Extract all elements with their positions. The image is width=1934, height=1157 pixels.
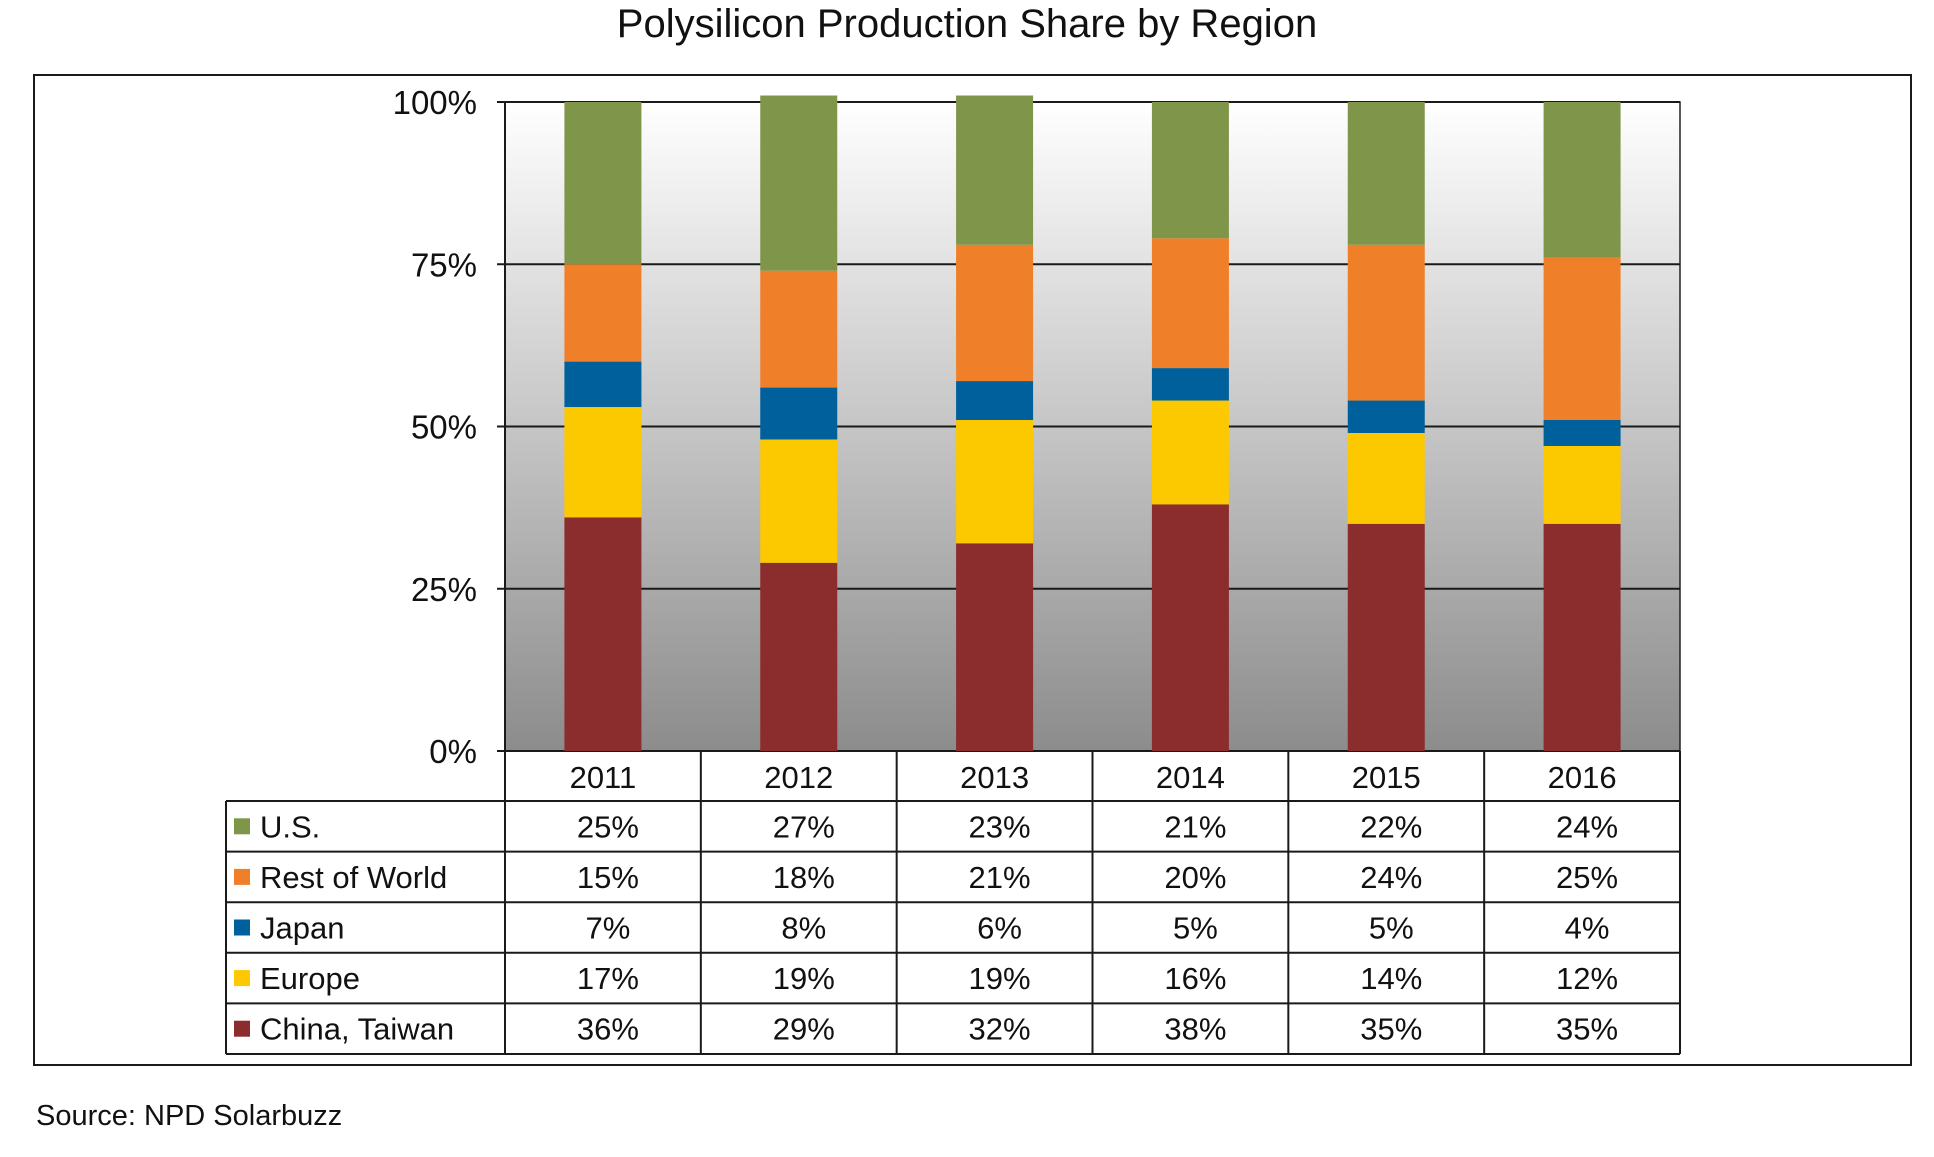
legend-label-china-taiwan: China, Taiwan xyxy=(260,1012,454,1047)
bar-china-taiwan-2016 xyxy=(1543,523,1621,751)
legend-label-japan: Japan xyxy=(260,911,344,946)
bar-u-s-2011 xyxy=(564,102,642,265)
legend-swatch-europe xyxy=(234,970,250,987)
data-label-china-taiwan-2013: 32% xyxy=(969,1012,1031,1047)
bar-rest-of-world-2014 xyxy=(1151,238,1229,369)
legend-label-u-s: U.S. xyxy=(260,809,320,844)
data-label-china-taiwan-2014: 38% xyxy=(1164,1012,1226,1047)
x-tick-label-2015: 2015 xyxy=(1352,760,1421,795)
bar-u-s-2013 xyxy=(956,95,1034,245)
legend-label-europe: Europe xyxy=(260,961,360,996)
data-label-japan-2015: 5% xyxy=(1369,911,1414,946)
data-label-europe-2016: 12% xyxy=(1556,961,1618,996)
data-label-u-s-2013: 23% xyxy=(969,809,1031,844)
data-label-u-s-2015: 22% xyxy=(1360,809,1422,844)
data-label-japan-2012: 8% xyxy=(781,911,826,946)
bar-china-taiwan-2015 xyxy=(1347,523,1425,751)
bar-china-taiwan-2011 xyxy=(564,517,642,751)
y-tick-label: 50% xyxy=(411,409,477,446)
data-label-rest-of-world-2012: 18% xyxy=(773,860,835,895)
data-label-rest-of-world-2014: 20% xyxy=(1164,860,1226,895)
bar-rest-of-world-2015 xyxy=(1347,244,1425,401)
chart-title: Polysilicon Production Share by Region xyxy=(616,2,1318,46)
bar-rest-of-world-2011 xyxy=(564,264,642,362)
data-label-europe-2011: 17% xyxy=(577,961,639,996)
data-label-japan-2011: 7% xyxy=(586,911,631,946)
y-tick-label: 75% xyxy=(411,246,477,283)
data-label-europe-2015: 14% xyxy=(1360,961,1422,996)
bar-europe-2015 xyxy=(1347,432,1425,524)
bar-europe-2011 xyxy=(564,407,642,518)
bar-china-taiwan-2014 xyxy=(1151,504,1229,751)
data-label-europe-2013: 19% xyxy=(969,961,1031,996)
bar-china-taiwan-2012 xyxy=(760,562,838,751)
bar-china-taiwan-2013 xyxy=(956,543,1034,751)
data-label-u-s-2016: 24% xyxy=(1556,809,1618,844)
data-label-japan-2013: 6% xyxy=(977,911,1022,946)
bar-japan-2012 xyxy=(760,387,838,440)
x-tick-label-2011: 2011 xyxy=(570,760,637,795)
bar-rest-of-world-2012 xyxy=(760,270,838,388)
bar-japan-2015 xyxy=(1347,400,1425,433)
chart-frame xyxy=(33,74,1912,1066)
data-label-rest-of-world-2011: 15% xyxy=(577,860,639,895)
data-label-europe-2014: 16% xyxy=(1164,961,1226,996)
bar-rest-of-world-2016 xyxy=(1543,257,1621,421)
bar-europe-2012 xyxy=(760,439,838,563)
x-tick-label-2016: 2016 xyxy=(1548,760,1617,795)
x-tick-label-2012: 2012 xyxy=(764,760,833,795)
data-label-rest-of-world-2016: 25% xyxy=(1556,860,1618,895)
y-tick-label: 0% xyxy=(429,733,477,770)
y-tick-label: 25% xyxy=(411,571,477,608)
bar-rest-of-world-2013 xyxy=(956,244,1034,382)
data-label-rest-of-world-2015: 24% xyxy=(1360,860,1422,895)
bar-japan-2013 xyxy=(956,381,1034,421)
x-tick-label-2014: 2014 xyxy=(1156,760,1225,795)
data-label-china-taiwan-2015: 35% xyxy=(1360,1012,1422,1047)
data-label-rest-of-world-2013: 21% xyxy=(969,860,1031,895)
bar-europe-2014 xyxy=(1151,400,1229,505)
bar-europe-2013 xyxy=(956,420,1034,544)
y-tick-label: 100% xyxy=(393,84,477,121)
bar-u-s-2016 xyxy=(1543,102,1621,258)
data-label-u-s-2011: 25% xyxy=(577,809,639,844)
legend-label-rest-of-world: Rest of World xyxy=(260,860,447,895)
bar-u-s-2012 xyxy=(760,95,838,271)
data-label-japan-2016: 4% xyxy=(1565,911,1610,946)
source-note: Source: NPD Solarbuzz xyxy=(36,1100,343,1132)
bar-japan-2011 xyxy=(564,361,642,408)
legend-swatch-japan xyxy=(234,919,250,936)
data-label-japan-2014: 5% xyxy=(1173,911,1218,946)
bar-japan-2014 xyxy=(1151,368,1229,401)
bar-u-s-2014 xyxy=(1151,102,1229,239)
x-tick-label-2013: 2013 xyxy=(960,760,1029,795)
data-label-china-taiwan-2012: 29% xyxy=(773,1012,835,1047)
data-label-china-taiwan-2016: 35% xyxy=(1556,1012,1618,1047)
bar-europe-2016 xyxy=(1543,445,1621,524)
data-label-u-s-2012: 27% xyxy=(773,809,835,844)
legend-swatch-rest-of-world xyxy=(234,868,250,885)
data-label-china-taiwan-2011: 36% xyxy=(577,1012,639,1047)
legend-swatch-u-s xyxy=(234,818,250,835)
bar-u-s-2015 xyxy=(1347,102,1425,245)
legend-swatch-china-taiwan xyxy=(234,1020,250,1037)
data-label-u-s-2014: 21% xyxy=(1164,809,1226,844)
data-label-europe-2012: 19% xyxy=(773,961,835,996)
bar-japan-2016 xyxy=(1543,420,1621,446)
